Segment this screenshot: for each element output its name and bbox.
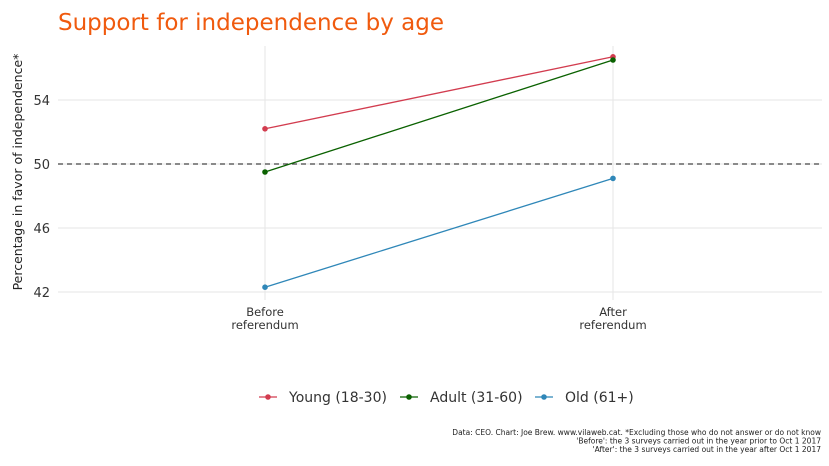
caption: Data: CEO. Chart: Joe Brew. www.vilaweb.…: [452, 428, 821, 454]
legend: Young (18-30) Adult (31-60) Old (61+): [259, 390, 634, 406]
legend-key-point: [541, 394, 547, 400]
series-line-2: [264, 177, 614, 288]
caption-line: 'After': the 3 surveys carried out in th…: [593, 445, 822, 454]
y-tick-label: 54: [33, 94, 50, 109]
x-tick-label: Before: [246, 305, 284, 319]
data-point: [262, 126, 268, 132]
series-line-0: [264, 56, 614, 130]
data-point: [610, 175, 616, 182]
series-group: [262, 54, 616, 291]
y-axis-ticks: 42 46 50 54: [33, 94, 50, 301]
x-tick-label: referendum: [231, 318, 298, 332]
x-tick-label: After: [599, 305, 627, 319]
legend-key-point: [406, 394, 412, 400]
y-tick-label: 46: [33, 222, 50, 237]
data-point: [262, 169, 268, 175]
data-point: [610, 57, 616, 63]
series-line-1: [264, 59, 614, 173]
grid-lines: [58, 46, 822, 300]
legend-key-point: [265, 394, 271, 400]
legend-entry-label: Young (18-30): [288, 390, 387, 406]
y-tick-label: 42: [33, 286, 50, 301]
y-axis-label: Percentage in favor of independence*: [10, 54, 25, 291]
y-tick-label: 50: [33, 158, 50, 173]
x-tick-label: referendum: [579, 318, 646, 332]
legend-entry-label: Adult (31-60): [430, 390, 523, 406]
caption-line: Data: CEO. Chart: Joe Brew. www.vilaweb.…: [452, 428, 821, 437]
chart-title: Support for independence by age: [58, 10, 444, 36]
data-point: [262, 284, 268, 291]
legend-entry-label: Old (61+): [565, 390, 634, 406]
caption-line: 'Before': the 3 surveys carried out in t…: [576, 437, 821, 446]
